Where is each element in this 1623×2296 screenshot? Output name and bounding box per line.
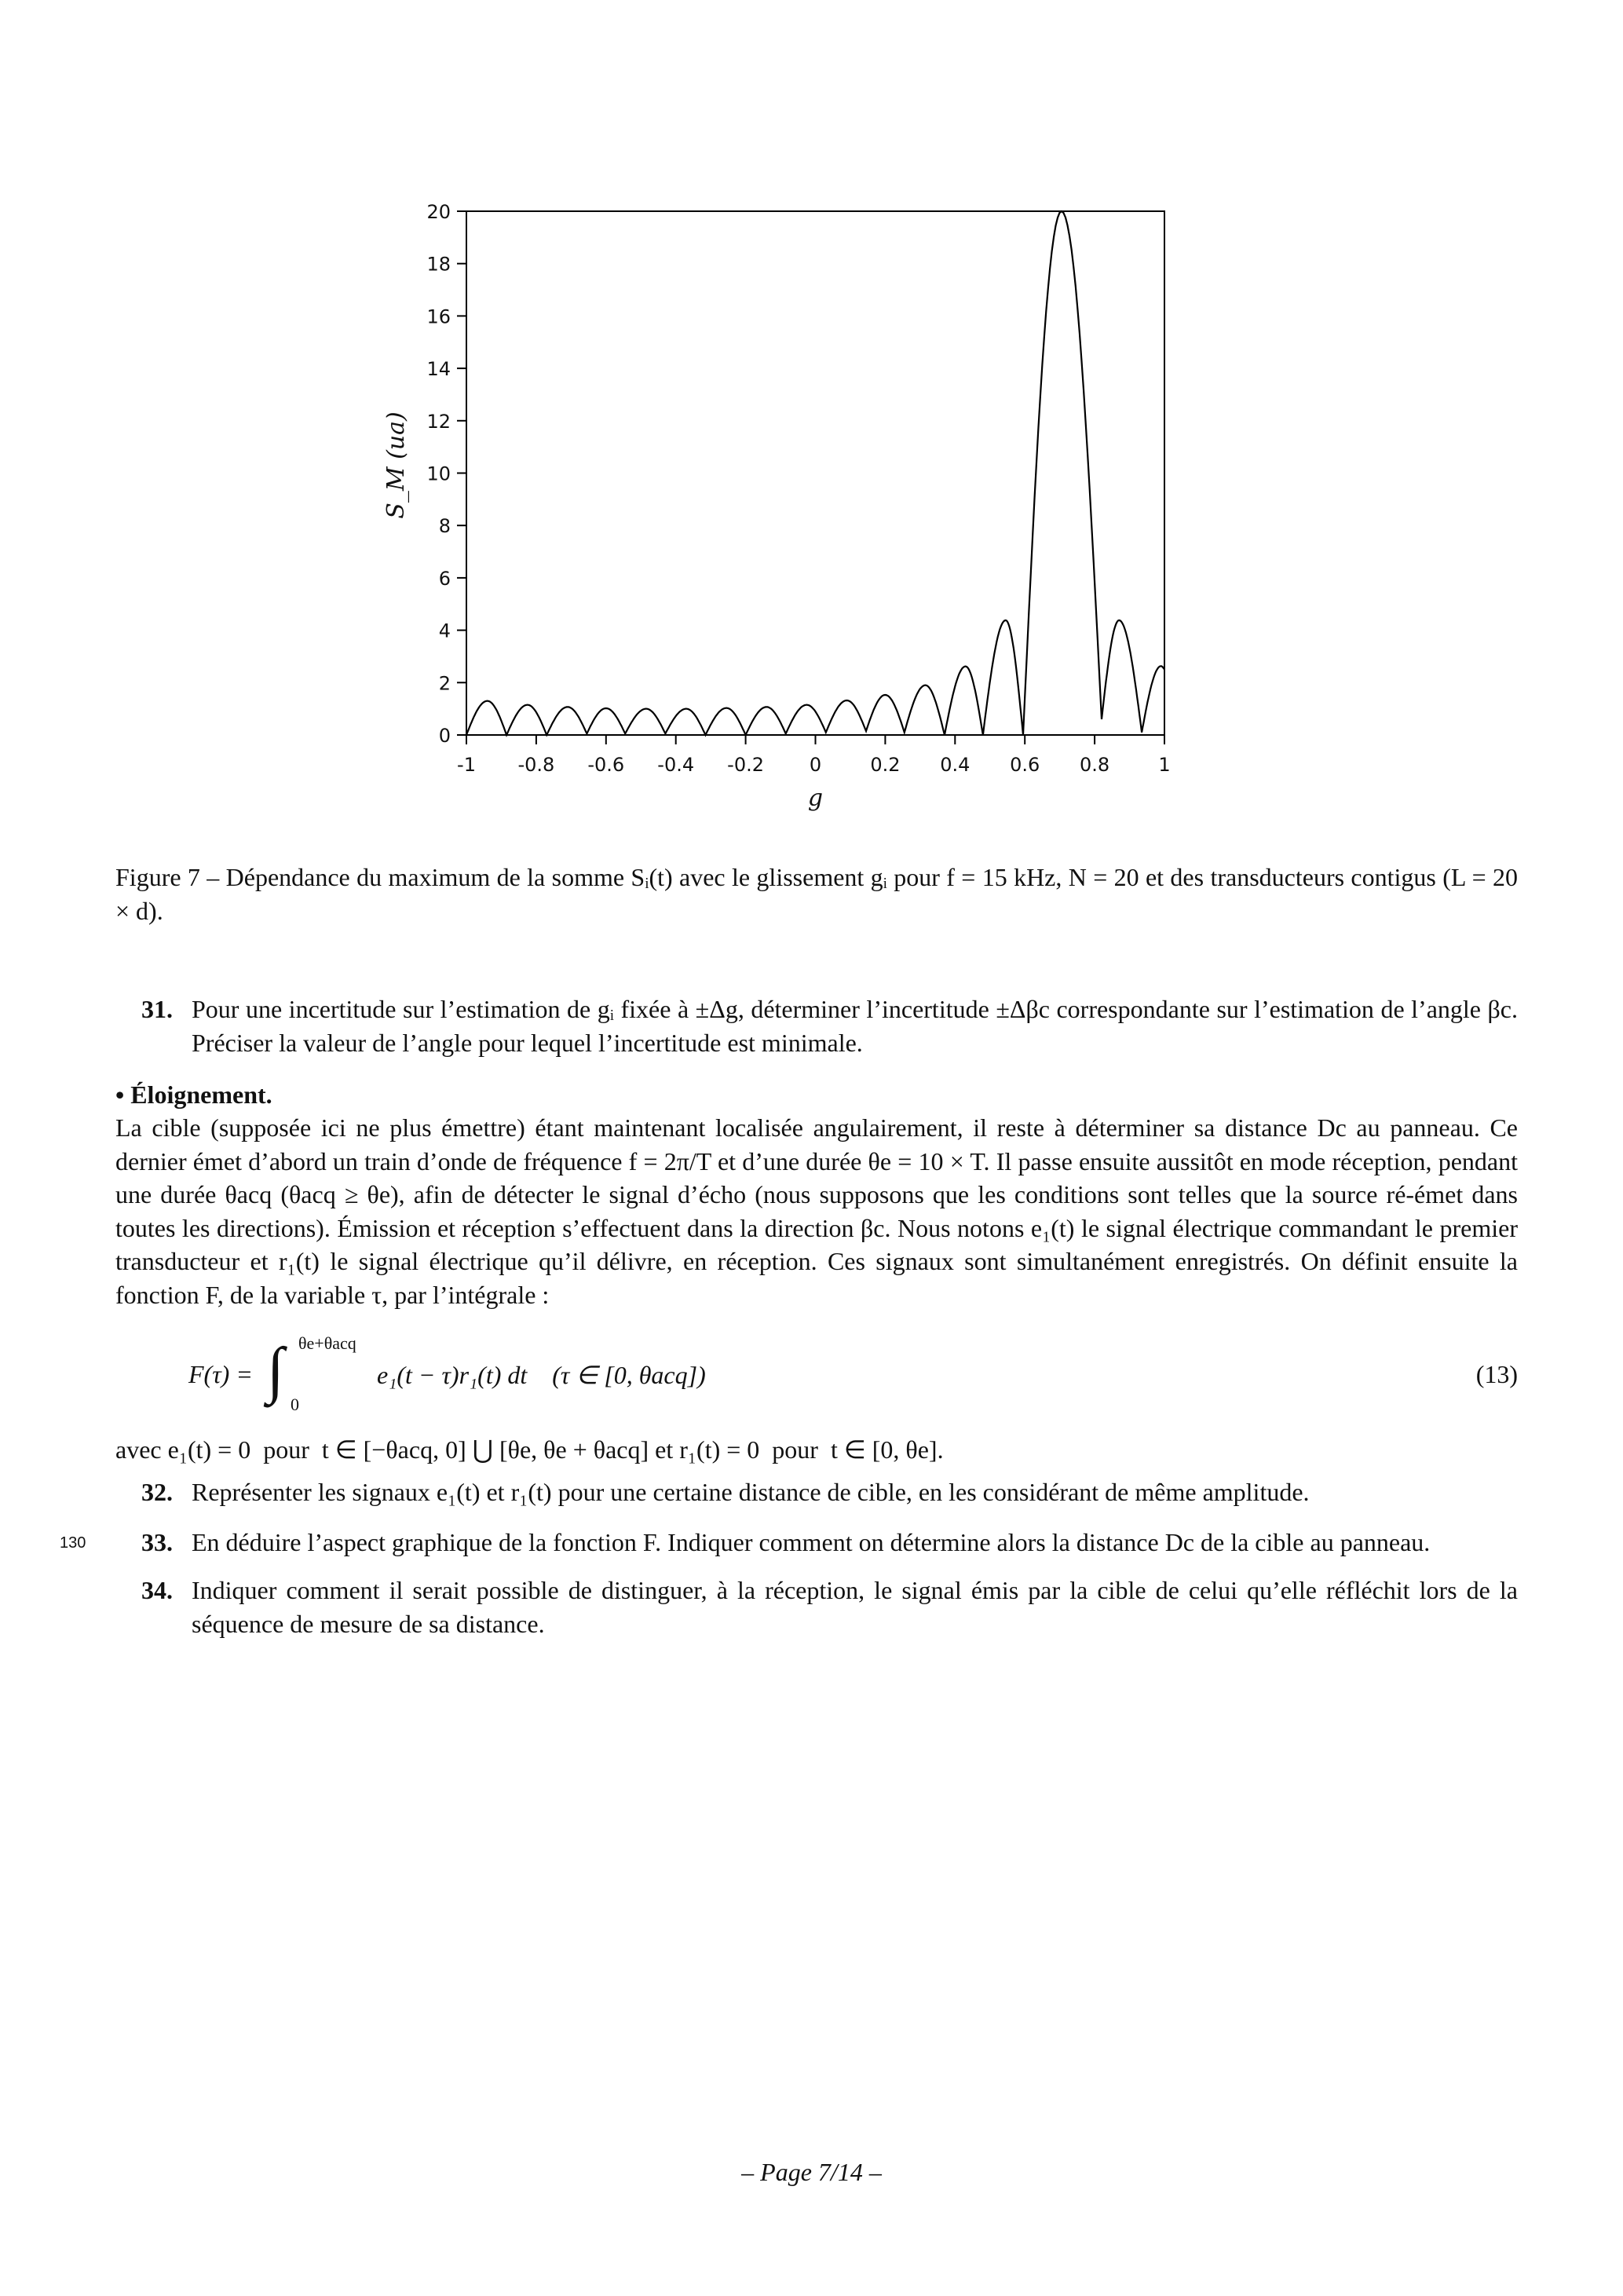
x-tick-label: -1: [457, 754, 476, 776]
x-tick-label: -0.6: [587, 754, 624, 776]
x-tick-label: -0.8: [517, 754, 554, 776]
question-text: Indiquer comment il serait possible de d…: [192, 1576, 1518, 1638]
condition-line: avec e₁(t) = 0 pour t ∈ [−θacq, 0] ⋃ [θe…: [115, 1435, 944, 1464]
x-tick-label: -0.2: [727, 754, 764, 776]
x-tick-label: -0.4: [657, 754, 694, 776]
question-number: 34.: [141, 1576, 173, 1604]
integral-upper-bound: θe+θacq: [298, 1333, 356, 1353]
question-text: Pour une incertitude sur l’estimation de…: [192, 995, 1518, 1057]
y-tick-label: 14: [426, 358, 451, 380]
x-tick-label: 0: [810, 754, 821, 776]
line-number: 130: [60, 1534, 86, 1552]
y-tick-label: 8: [439, 515, 451, 537]
y-tick-label: 6: [439, 568, 451, 590]
question-32: 32. Représenter les signaux e₁(t) et r₁(…: [141, 1475, 1518, 1509]
y-axis-label: S_M (ua): [382, 411, 410, 518]
x-tick-label: 0.2: [870, 754, 900, 776]
y-tick-label: 0: [439, 725, 451, 747]
question-33: 33. En déduire l’aspect graphique de la …: [141, 1526, 1518, 1559]
y-tick-label: 4: [439, 620, 451, 642]
equation-lhs: F(τ) =: [188, 1360, 253, 1388]
x-tick-label: 0.4: [940, 754, 970, 776]
x-tick-label: 0.6: [1010, 754, 1040, 776]
figure-caption: Figure 7 – Dépendance du maximum de la s…: [115, 863, 1518, 925]
question-34: 34. Indiquer comment il serait possible …: [141, 1574, 1518, 1640]
y-tick-label: 10: [426, 463, 451, 485]
y-tick-label: 12: [426, 411, 451, 433]
question-text: Représenter les signaux e₁(t) et r₁(t) p…: [192, 1478, 1310, 1506]
chart: -1 -0.8 -0.6 -0.4 -0.2 0 0.2 0.4 0.6 0.8 102468101…: [382, 201, 1171, 812]
question-number: 31.: [141, 995, 173, 1023]
integral-lower-bound: 0: [291, 1395, 299, 1414]
section-title: • Éloignement.: [115, 1080, 272, 1109]
series-line: [465, 210, 1165, 737]
y-tick-label: 18: [426, 254, 451, 276]
question-text: En déduire l’aspect graphique de la fonc…: [192, 1528, 1431, 1556]
integrand: e₁(t − τ)r₁(t) dt (τ ∈ [0, θacq]): [377, 1361, 706, 1389]
plot-frame: [466, 210, 1165, 736]
question-number: 33.: [141, 1528, 173, 1556]
x-tick-label: 0.8: [1080, 754, 1109, 776]
question-number: 32.: [141, 1478, 173, 1506]
paragraph: La cible (supposée ici ne plus émettre) …: [115, 1113, 1518, 1309]
x-axis-label: g: [808, 784, 823, 812]
integral-sign: ∫: [267, 1336, 284, 1405]
equation-number: (13): [1475, 1360, 1518, 1388]
y-tick-label: 20: [426, 201, 451, 223]
y-tick-label: 16: [426, 305, 451, 327]
page-footer: – Page 7/14 –: [741, 2158, 882, 2186]
equation-13: F(τ) = ∫ θe+θacq 0 e₁(t − τ)r₁(t) dt (τ …: [188, 1333, 1518, 1421]
x-tick-label: 1: [1158, 754, 1170, 776]
question-31: 31. Pour une incertitude sur l’estimatio…: [141, 993, 1518, 1059]
y-tick-label: 2: [439, 672, 451, 694]
